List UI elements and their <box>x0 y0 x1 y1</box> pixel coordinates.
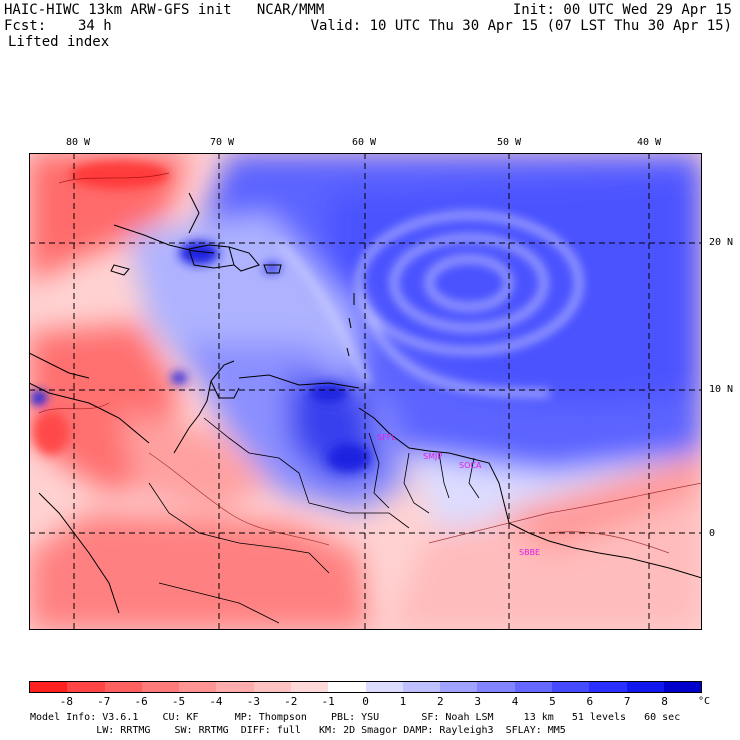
forecast-label: Fcst: <box>4 18 47 34</box>
colorbar-swatch <box>626 682 664 692</box>
colorbar-swatch <box>589 682 627 692</box>
colorbar-tick-label: 5 <box>549 695 556 708</box>
lon-label-50w: 50 W <box>497 137 522 148</box>
colorbar-swatch <box>216 682 254 692</box>
colorbar-swatch <box>477 682 515 692</box>
lon-label-40w: 40 W <box>637 137 662 148</box>
lifted-index-map: SFFL SMJP SOCA SBBE <box>29 153 702 630</box>
valid-time: Valid: 10 UTC Thu 30 Apr 15 (07 LST Thu … <box>310 18 732 34</box>
forecast-hour: 34 h <box>78 18 112 34</box>
colorbar-swatch <box>663 682 702 692</box>
colorbar-tick-label: -4 <box>209 695 223 708</box>
colorbar-tick-label: 6 <box>586 695 594 708</box>
colorbar-swatch <box>67 682 105 692</box>
colorbar-tick-label: -3 <box>246 695 260 708</box>
station-soca: SOCA <box>459 461 482 470</box>
station-sffl: SFFL <box>377 433 396 442</box>
colorbar-tick-label: -1 <box>321 695 335 708</box>
colorbar-swatch <box>402 682 441 692</box>
colorbar-swatch <box>30 682 68 692</box>
colorbar-swatch <box>290 682 329 692</box>
colorbar-tick-label: -6 <box>134 695 148 708</box>
colorbar-swatch <box>440 682 478 692</box>
colorbar-tick-label: 2 <box>436 695 444 708</box>
colorbar-swatch <box>104 682 142 692</box>
model-info-line1: Model Info: V3.6.1 CU: KF MP: Thompson P… <box>30 712 681 723</box>
lon-label-60w: 60 W <box>352 137 377 148</box>
model-info-line2: LW: RRTMG SW: RRTMG DIFF: full KM: 2D Sm… <box>30 725 566 736</box>
lat-label-10n: 10 N <box>709 384 734 395</box>
colorbar-swatch <box>253 682 291 692</box>
colorbar-swatch <box>365 682 403 692</box>
lon-label-70w: 70 W <box>210 137 235 148</box>
colorbar-tick-label: -8 <box>59 695 73 708</box>
field-shading <box>29 153 702 630</box>
colorbar-swatch <box>551 682 590 692</box>
init-time: Init: 00 UTC Wed 29 Apr 15 <box>512 2 732 18</box>
colorbar-unit: °C <box>697 696 711 707</box>
station-sbbe: SBBE <box>519 548 540 557</box>
colorbar-tick-label: -2 <box>284 695 298 708</box>
colorbar-tick-label: 7 <box>623 695 631 708</box>
field-name: Lifted index <box>8 34 110 50</box>
colorbar-tick-label: 4 <box>511 695 519 708</box>
colorbar-swatch <box>328 682 366 692</box>
contours <box>38 172 702 554</box>
colorbar-tick-label: 0 <box>362 695 369 708</box>
lon-label-80w: 80 W <box>66 137 91 148</box>
coastlines <box>29 192 702 614</box>
colorbar-swatch <box>179 682 217 692</box>
station-smjp: SMJP <box>423 452 442 461</box>
colorbar-tick-label: -7 <box>97 695 111 708</box>
lat-lon-grid <box>29 153 702 630</box>
colorbar-tick-label: 8 <box>661 695 668 708</box>
colorbar-swatch <box>514 682 552 692</box>
colorbar <box>29 681 702 693</box>
colorbar-tick-label: 3 <box>474 695 481 708</box>
colorbar-swatch <box>141 682 180 692</box>
colorbar-tick-label: -5 <box>171 695 186 708</box>
model-title: HAIC-HIWC 13km ARW-GFS init NCAR/MMM <box>4 2 325 18</box>
colorbar-tick-label: 1 <box>399 695 407 708</box>
lat-label-0: 0 <box>709 528 716 539</box>
lat-label-20n: 20 N <box>709 237 734 248</box>
map-frame <box>29 153 702 630</box>
